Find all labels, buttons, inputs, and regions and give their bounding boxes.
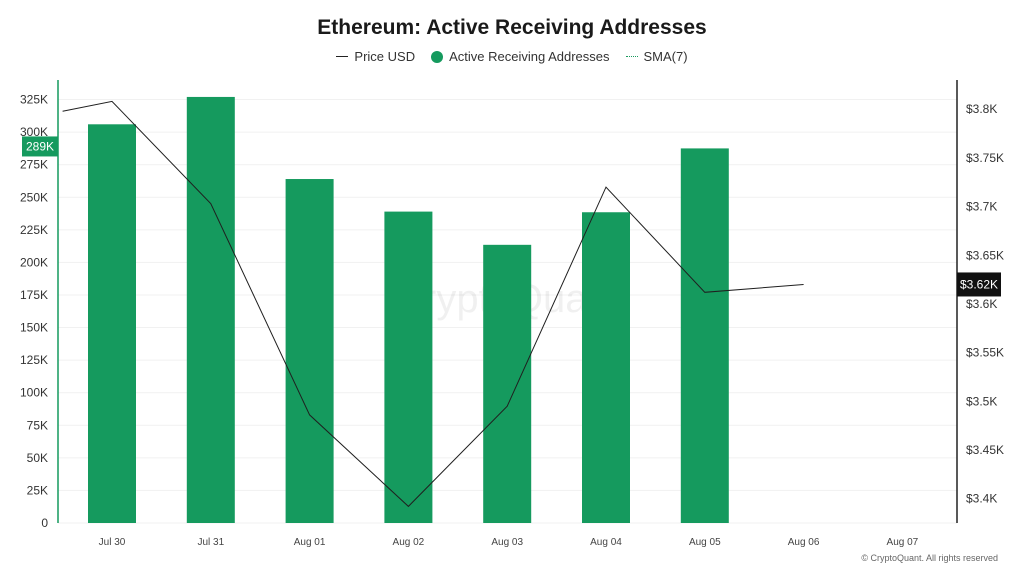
y-right-tick-label: $3.45K [966,443,1004,457]
bar [285,179,334,523]
x-tick-label: Jul 30 [99,537,126,548]
y-left-tick-label: 150K [20,321,48,335]
y-left-tick-label: 125K [20,353,48,367]
bar [680,148,729,523]
y-left-tick-label: 100K [20,386,48,400]
y-right-tick-label: $3.55K [966,346,1004,360]
bar [483,244,532,523]
y-right-tick-label: $3.65K [966,248,1004,262]
y-right-tick-label: $3.4K [966,492,997,506]
x-tick-label: Aug 02 [393,537,425,548]
x-tick-label: Jul 31 [197,537,224,548]
y-left-tick-label: 25K [27,483,48,497]
y-right-tick-label: $3.5K [966,394,997,408]
y-right-tick-label: $3.6K [966,297,997,311]
y-right-tick-label: $3.75K [966,151,1004,165]
y-left-tick-label: 325K [20,93,48,107]
y-left-tick-label: 225K [20,223,48,237]
bar [88,124,136,524]
x-tick-label: Aug 07 [887,537,919,548]
y-right-tick-label: $3.7K [966,200,997,214]
right-value-badge [957,272,1001,297]
bar [384,211,433,524]
legend-dotted-line-icon [625,56,638,57]
chart-legend: Price USD Active Receiving Addresses SMA… [0,49,1024,64]
y-left-tick-label: 75K [27,418,48,432]
legend-label-sma: SMA(7) [643,49,688,64]
legend-item-addresses[interactable]: Active Receiving Addresses [431,49,610,64]
left-value-badge-label: 289K [26,139,54,153]
legend-label-addresses: Active Receiving Addresses [449,49,610,64]
legend-line-icon [336,56,349,57]
y-left-tick-label: 200K [20,255,48,269]
chart-title: Ethereum: Active Receiving Addresses [317,16,707,39]
right-value-badge-label: $3.62K [960,277,998,291]
price-line [62,100,804,508]
y-left-tick-label: 50K [27,451,48,465]
x-tick-label: Aug 04 [590,537,622,548]
legend-label-price: Price USD [354,49,416,64]
copyright-footer: © CryptoQuant. All rights reserved [861,553,998,563]
x-tick-label: Aug 03 [491,537,523,548]
x-tick-label: Aug 01 [294,537,326,548]
bar [186,96,235,523]
y-left-tick-label: 0 [41,516,48,530]
y-left-tick-label: 275K [20,158,48,172]
legend-item-sma[interactable]: SMA(7) [625,49,688,64]
legend-item-price[interactable]: Price USD [336,49,415,64]
bar [582,212,630,523]
y-right-tick-label: $3.8K [966,102,997,116]
y-left-tick-label: 175K [20,288,48,302]
x-tick-label: Aug 06 [788,537,820,548]
legend-dot-icon [431,50,444,63]
y-left-tick-label: 300K [20,125,48,139]
left-value-badge [22,136,58,157]
x-tick-label: Aug 05 [689,537,721,548]
y-left-tick-label: 250K [20,190,48,204]
